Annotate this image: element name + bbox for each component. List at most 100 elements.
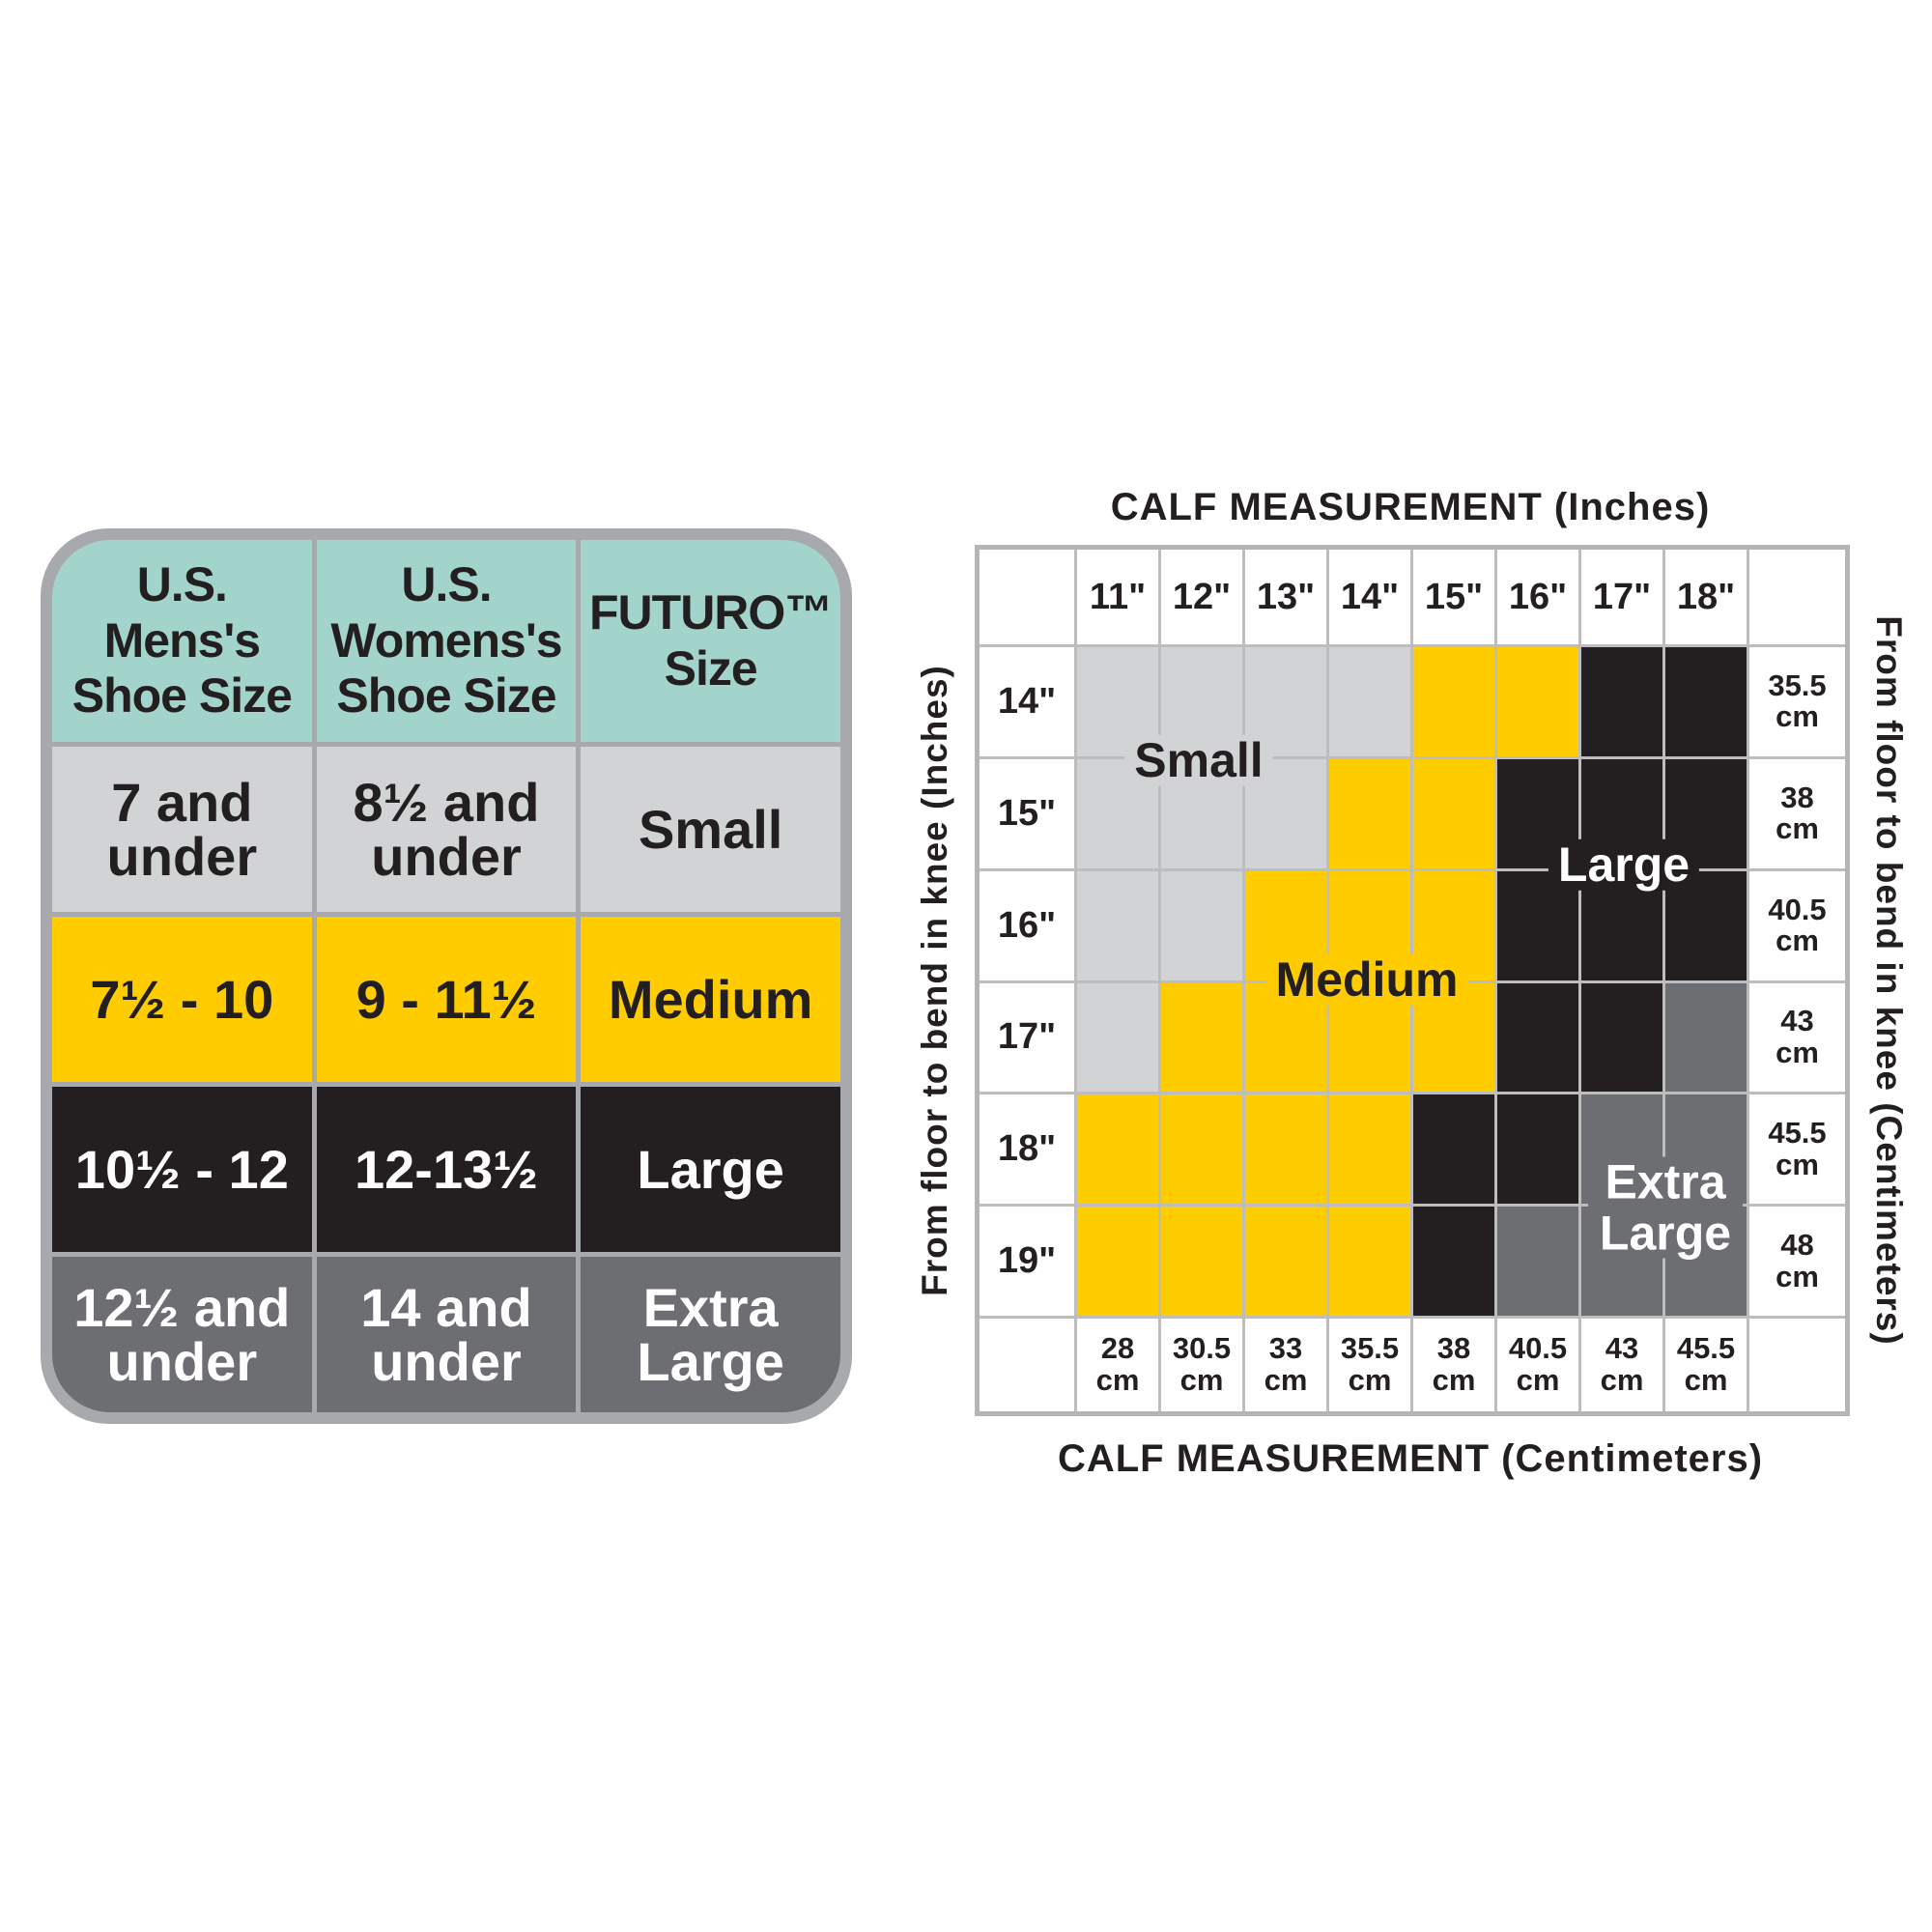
- cm-tick-label: 48 cm: [1749, 1207, 1845, 1316]
- cm-value: 28: [1100, 1331, 1135, 1366]
- cm-value: 35.5: [1340, 1331, 1400, 1366]
- cell-line: Extra: [642, 1276, 779, 1338]
- cm-value: 35.5: [1768, 668, 1827, 702]
- cm-unit: cm: [1776, 811, 1819, 846]
- x-tick-label-inches: 13": [1245, 550, 1326, 644]
- cm-tick-label: 43 cm: [1581, 1319, 1662, 1411]
- cm-value: 40.5: [1508, 1331, 1568, 1366]
- header-line: Shoe Size: [336, 668, 556, 724]
- x-tick-label-inches: 15": [1413, 550, 1494, 644]
- table-cell-medium: Medium: [581, 917, 840, 1082]
- table-cell-large: 12-13½: [316, 1087, 577, 1252]
- header-line: U.S.: [136, 557, 228, 612]
- cm-unit: cm: [1432, 1363, 1476, 1397]
- chart-title: CALF MEASUREMENT (Inches): [1110, 486, 1711, 528]
- grid-cell-medium: [1161, 1094, 1242, 1205]
- grid-cell-large: [1497, 982, 1578, 1093]
- cm-tick-label: 30.5 cm: [1161, 1319, 1242, 1411]
- cm-unit: cm: [1348, 1363, 1392, 1397]
- cm-value: 48: [1780, 1228, 1814, 1263]
- cm-unit: cm: [1684, 1363, 1728, 1397]
- table-cell-large: Large: [581, 1087, 840, 1252]
- corner-cell: [980, 550, 1074, 644]
- cell-line: 8½ and: [353, 771, 540, 833]
- table-cell-small: 7 and under: [52, 747, 312, 912]
- grid-cell-small: [1077, 870, 1158, 980]
- corner-cell: [1749, 1319, 1845, 1411]
- grid-cell-xlarge: [1665, 982, 1747, 1093]
- header-line: Shoe Size: [71, 668, 293, 724]
- cm-unit: cm: [1776, 1147, 1819, 1181]
- grid-cell-medium: [1245, 1207, 1326, 1316]
- cm-tick-label: 45.5 cm: [1749, 1094, 1845, 1205]
- grid-cell-medium: [1329, 758, 1410, 868]
- cm-value: 45.5: [1768, 1116, 1827, 1151]
- grid-cell-medium: [1161, 982, 1242, 1093]
- cm-unit: cm: [1516, 1363, 1560, 1397]
- cm-tick-label: 33 cm: [1245, 1319, 1326, 1411]
- cell-line: Small: [638, 798, 783, 860]
- cm-tick-label: 28 cm: [1077, 1319, 1158, 1411]
- cm-unit: cm: [1095, 1363, 1140, 1397]
- cm-unit: cm: [1776, 923, 1819, 958]
- grid-cell-large: [1581, 982, 1662, 1093]
- table-cell-medium: 9 - 11½: [316, 917, 577, 1082]
- table-cell-medium: 7½ - 10: [52, 917, 312, 1082]
- table-cell-xlarge: Extra Large: [581, 1257, 840, 1412]
- cm-value: 43: [1605, 1331, 1639, 1366]
- shoe-size-grid: U.S. Mens's Shoe Size U.S. Womens's Shoe Size…: [52, 540, 840, 1412]
- cm-tick-label: 40.5 cm: [1749, 870, 1845, 980]
- table-cell-small: 8½ and under: [316, 747, 577, 912]
- cm-tick-label: 35.5 cm: [1329, 1319, 1410, 1411]
- table-header-cell: U.S. Womens's Shoe Size: [316, 540, 577, 742]
- x-tick-label-inches: 11": [1077, 550, 1158, 644]
- cell-line: under: [371, 825, 522, 887]
- y-tick-label-inches: 16": [980, 870, 1074, 980]
- grid-cell-xlarge: [1497, 1207, 1578, 1316]
- grid-cell-medium: [1161, 1207, 1242, 1316]
- table-header-cell: U.S. Mens's Shoe Size: [52, 540, 312, 742]
- corner-cell: [1749, 550, 1845, 644]
- cell-line: 12-13½: [355, 1138, 538, 1200]
- grid-cell-small: [1161, 870, 1242, 980]
- grid-cell-large: [1581, 647, 1662, 756]
- grid-cell-large: [1497, 1094, 1578, 1205]
- cm-value: 38: [1436, 1331, 1471, 1366]
- x-tick-label-inches: 14": [1329, 550, 1410, 644]
- table-cell-xlarge: 12½ and under: [52, 1257, 312, 1412]
- grid-cell-medium: [1077, 1094, 1158, 1205]
- corner-cell: [980, 1319, 1074, 1411]
- grid-cell-large: [1665, 647, 1747, 756]
- cell-line: under: [106, 825, 258, 887]
- grid-cell-small: [1077, 982, 1158, 1093]
- region-label-xlarge: Extra Large: [1588, 1156, 1743, 1259]
- region-label-small: Small: [1124, 735, 1273, 786]
- cell-line: Medium: [608, 968, 813, 1030]
- y-tick-label-inches: 19": [980, 1207, 1074, 1316]
- cm-unit: cm: [1179, 1363, 1224, 1397]
- cell-line: 9 - 11½: [355, 968, 537, 1030]
- x-tick-label-inches: 17": [1581, 550, 1662, 644]
- x-tick-label-inches: 16": [1497, 550, 1578, 644]
- y-tick-label-inches: 14": [980, 647, 1074, 756]
- cm-tick-label: 43 cm: [1749, 982, 1845, 1093]
- cm-unit: cm: [1776, 699, 1819, 734]
- cm-tick-label: 35.5 cm: [1749, 647, 1845, 756]
- cm-value: 38: [1780, 780, 1814, 814]
- cm-unit: cm: [1776, 1035, 1819, 1069]
- header-line: Size: [664, 640, 758, 696]
- cm-value: 45.5: [1676, 1331, 1736, 1366]
- cell-line: under: [371, 1330, 522, 1392]
- table-header-cell: FUTURO™ Size: [581, 540, 840, 742]
- cell-line: Large: [637, 1138, 784, 1200]
- grid-cell-large: [1413, 1207, 1494, 1316]
- cell-line: 7 and: [111, 771, 253, 833]
- cm-value: 40.5: [1768, 892, 1827, 926]
- region-label-large: Large: [1548, 839, 1700, 891]
- y-tick-label-inches: 17": [980, 982, 1074, 1093]
- grid-cell-medium: [1245, 1094, 1326, 1205]
- y-axis-label-cm: From floor to bend in knee (Centimeters): [1869, 615, 1909, 1346]
- y-tick-label-inches: 18": [980, 1094, 1074, 1205]
- header-line: Mens's: [103, 612, 262, 668]
- x-tick-label-inches: 18": [1665, 550, 1747, 644]
